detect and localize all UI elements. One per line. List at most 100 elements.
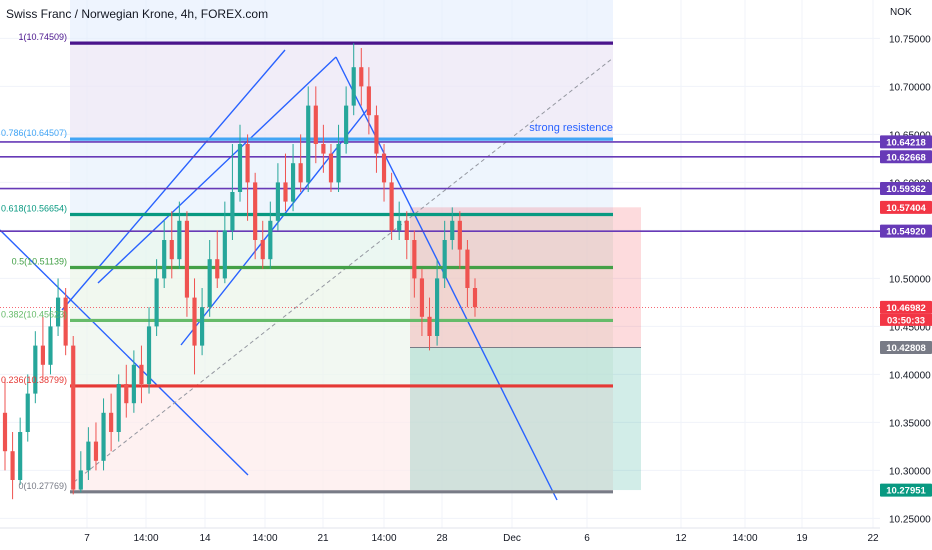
candle-body [10,451,15,480]
time-tick-label: 14 [199,533,211,544]
candle-body [116,384,121,432]
fib-zone [70,385,613,492]
candle-body [374,115,379,154]
price-badge [880,340,932,354]
price-tick-label: 10.45000 [889,322,931,333]
fib-retracement-lines[interactable] [70,41,613,494]
candle-body [40,345,45,365]
time-tick-label: 14:00 [371,533,396,544]
fib-zone [70,320,613,386]
candle-body [177,220,182,260]
candle-body [48,326,53,365]
price-badge [880,224,932,238]
annotation-text[interactable]: strong resistence [529,122,613,134]
candle-body [200,307,205,346]
price-badge [880,300,932,314]
candle-body [275,182,280,221]
candlestick-series [2,43,478,500]
price-badge-label: 10.27951 [886,486,926,497]
price-badge [880,150,932,164]
price-tick-label: 10.70000 [889,82,931,93]
candle-body [283,182,288,202]
time-tick-label: 14:00 [732,533,757,544]
horizontal-price-lines[interactable] [0,141,880,308]
candle-body [78,470,83,490]
time-tick-label: 19 [796,533,808,544]
price-badge-label: 10.59362 [886,184,926,195]
price-badge-label: 10.57404 [886,203,926,214]
candle-body [253,182,258,240]
candle-body [465,249,470,288]
candle-body [427,316,432,336]
fib-zone [70,43,613,140]
candle-body [435,278,440,336]
price-badge-label: 10.62668 [886,152,926,163]
currency-label: NOK [890,7,912,18]
time-tick-label: 21 [317,533,329,544]
candle-body [169,240,174,260]
trend-line[interactable] [97,56,337,284]
candle-body [154,278,159,327]
price-tick-label: 10.50000 [889,274,931,285]
chart-title: Swiss Franc / Norwegian Krone, 4h, FOREX… [6,7,268,21]
diagonal-dashed-line[interactable] [73,57,614,483]
price-tick-label: 10.25000 [889,514,931,525]
price-badge-label: 10.42808 [886,343,926,354]
fib-level-label: 0.382(10.45623) [1,309,67,319]
candle-body [124,384,129,404]
candle-body [397,220,402,231]
candle-body [457,220,462,250]
candle-body [442,240,447,279]
candle-body [93,441,99,461]
candle-body [109,412,114,432]
fib-level-labels: 1(10.74509) 0.786(10.64507) 0.618(10.56654… [1,32,67,491]
candle-body [55,297,61,327]
candle-body [215,259,220,279]
candle-body [18,432,23,480]
candle-body [351,67,356,106]
price-axis[interactable]: NOK 10.7500010.7000010.6500010.6000010.5… [880,0,932,550]
trend-line[interactable] [335,56,558,501]
price-tick-label: 10.35000 [889,418,931,429]
candle-body [33,345,38,394]
price-tick-label: 10.40000 [889,370,931,381]
price-badge [880,483,932,497]
candle-body [63,297,68,346]
candle-body [184,220,190,298]
countdown-label: 03:50:33 [887,315,925,326]
fib-level-label: 0.236(10.38799) [1,375,67,385]
fib-level-label: 0(10.27769) [18,481,67,491]
fib-level-label: 0.5(10.51139) [12,256,67,266]
price-badge [880,182,932,196]
candle-body [404,220,409,240]
fib-retracement-zones [70,0,613,492]
price-axis-background [880,0,932,550]
candle-body [71,345,76,490]
time-tick-label: 6 [584,533,590,544]
candle-body [207,259,212,308]
candle-body [139,364,144,384]
fib-zone [70,267,613,321]
trend-line[interactable] [0,229,249,476]
candle-body [101,412,106,461]
price-tick-label: 10.30000 [889,466,931,477]
candle-body [328,153,334,183]
candle-body [2,412,8,452]
position-target-zone[interactable] [410,347,641,491]
candle-body [146,326,152,384]
price-badge-label: 10.64218 [886,137,926,148]
price-badge [880,135,932,149]
candle-body [131,364,136,404]
time-tick-label: Dec [503,533,521,544]
candle-body [389,182,394,231]
candle-body [381,153,387,183]
time-tick-label: 14:00 [133,533,158,544]
fib-zone [70,0,613,44]
time-tick-label: 22 [867,533,879,544]
candle-body [366,86,371,116]
time-axis[interactable]: 7 14:00 14 14:00 21 14:00 28 Dec 6 12 14:00 19 22 [0,527,880,544]
candle-body [268,220,273,260]
candle-body [313,105,318,144]
candle-body [222,230,227,279]
